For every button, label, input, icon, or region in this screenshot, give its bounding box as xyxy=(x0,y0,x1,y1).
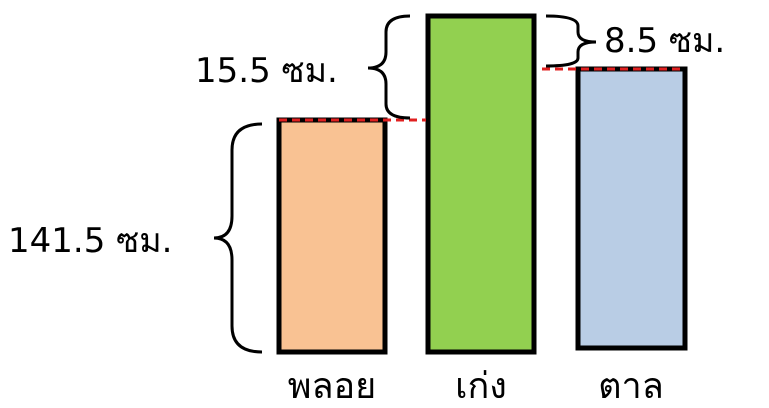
bar-ploy xyxy=(276,117,388,355)
name-keng: เก่ง xyxy=(455,366,507,407)
name-ploy: พลอย xyxy=(288,366,377,407)
brace-ploy-height xyxy=(213,122,263,354)
brace-keng-over-ploy xyxy=(367,14,411,120)
label-ploy-height: 141.5 ซม. xyxy=(8,221,172,261)
bar-tan xyxy=(575,66,688,351)
label-keng-over-tan: 8.5 ซม. xyxy=(604,21,725,61)
name-tan: ตาล xyxy=(598,366,664,407)
bar-keng xyxy=(425,13,537,355)
label-keng-over-ploy: 15.5 ซม. xyxy=(195,51,338,91)
brace-keng-over-tan xyxy=(545,14,597,68)
